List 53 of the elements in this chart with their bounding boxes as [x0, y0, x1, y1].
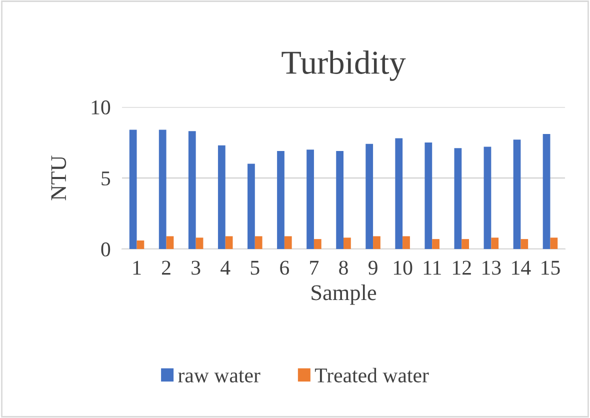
- x-tick-label: 12: [453, 260, 471, 275]
- x-tick-label: 1: [133, 260, 141, 275]
- bar: [248, 164, 255, 249]
- x-tick-label: 5: [250, 260, 260, 275]
- x-tick-label: 4: [220, 260, 230, 275]
- bar: [432, 239, 440, 249]
- bar: [306, 150, 314, 249]
- bar: [284, 236, 292, 249]
- x-tick-label: 2: [162, 260, 170, 275]
- bar: [188, 131, 196, 249]
- bar: [225, 236, 233, 249]
- bar: [196, 238, 204, 249]
- bar: [462, 239, 470, 249]
- x-tick-label: 15: [542, 260, 560, 275]
- bar: [129, 130, 137, 249]
- legend-label: raw water: [178, 370, 260, 382]
- bar: [166, 236, 174, 249]
- x-tick-label: 9: [368, 260, 378, 275]
- x-tick-label: 7: [310, 260, 319, 275]
- y-tick-label: 0: [101, 242, 110, 256]
- bar: [454, 148, 462, 249]
- bar: [344, 238, 351, 249]
- bar: [542, 134, 550, 249]
- bar: [314, 239, 322, 249]
- y-axis-title: NTU: [51, 156, 66, 200]
- bar: [424, 142, 432, 249]
- bar: [373, 236, 380, 249]
- legend-label: Treated water: [314, 368, 429, 382]
- bar: [395, 138, 403, 249]
- x-tick-label: 8: [339, 260, 348, 275]
- y-tick-label: 10: [92, 100, 110, 114]
- x-axis-title: Sample: [312, 284, 376, 305]
- bar: [402, 236, 410, 249]
- bar: [218, 145, 226, 249]
- y-tick-label: 5: [102, 172, 110, 186]
- chart-title: Turbidity: [282, 50, 406, 81]
- bar: [136, 240, 144, 249]
- x-tick-label: 13: [482, 260, 501, 275]
- bar: [484, 146, 492, 249]
- x-tick-label: 10: [394, 260, 412, 275]
- x-tick-label: 3: [192, 260, 200, 275]
- x-tick-label: 14: [512, 260, 531, 275]
- bar: [254, 236, 262, 249]
- bar: [550, 238, 558, 249]
- bar: [513, 140, 521, 249]
- bar: [366, 144, 374, 249]
- bar: [158, 130, 166, 249]
- x-tick-label: 11: [424, 260, 441, 275]
- bar: [336, 151, 344, 249]
- bar: [277, 151, 284, 249]
- x-tick-label: 6: [280, 260, 290, 275]
- bar: [491, 238, 499, 249]
- bar: [520, 239, 528, 249]
